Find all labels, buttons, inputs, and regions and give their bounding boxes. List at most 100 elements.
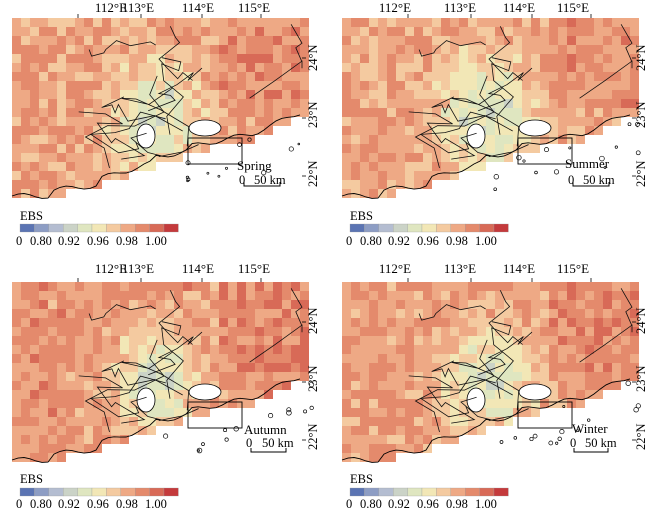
grid-cell: [84, 354, 93, 363]
grid-cell: [378, 36, 387, 45]
grid-cell: [48, 90, 57, 99]
grid-cell: [612, 354, 621, 363]
grid-cell: [531, 327, 540, 336]
grid-cell: [246, 63, 255, 72]
grid-cell: [219, 45, 228, 54]
grid-cell: [477, 63, 486, 72]
colorbar: [349, 487, 509, 497]
grid-cell: [405, 45, 414, 54]
grid-cell: [549, 45, 558, 54]
grid-cell: [111, 318, 120, 327]
grid-cell: [138, 363, 147, 372]
grid-cell: [603, 18, 612, 27]
grid-cell: [246, 72, 255, 81]
grid-cell: [30, 318, 39, 327]
grid-cell: [129, 27, 138, 36]
admin-boundary: [488, 290, 523, 345]
island: [576, 429, 580, 433]
grid-cell: [12, 27, 21, 36]
colorbar: [19, 487, 179, 497]
grid-cell: [360, 189, 369, 198]
colorbar-swatch: [19, 487, 35, 497]
grid-cell: [396, 126, 405, 135]
grid-cell: [585, 354, 594, 363]
grid-cell: [291, 54, 300, 63]
grid-cell: [273, 354, 282, 363]
island: [288, 146, 294, 152]
grid-cell: [48, 372, 57, 381]
grid-cell: [504, 45, 513, 54]
grid-cell: [549, 27, 558, 36]
grid-cell: [360, 300, 369, 309]
grid-cell: [405, 435, 414, 444]
grid-cell: [441, 81, 450, 90]
grid-cell: [396, 390, 405, 399]
grid-cell: [387, 117, 396, 126]
grid-cell: [66, 36, 75, 45]
grid-cell: [549, 336, 558, 345]
grid-cell: [228, 135, 237, 144]
grid-cell: [423, 54, 432, 63]
grid-cell: [468, 54, 477, 63]
grid-cell: [495, 318, 504, 327]
grid-cell: [102, 63, 111, 72]
grid-cell: [84, 345, 93, 354]
grid-cell: [138, 99, 147, 108]
grid-cell: [228, 27, 237, 36]
grid-cell: [165, 63, 174, 72]
grid-cell: [360, 435, 369, 444]
colorbar-swatch: [163, 223, 179, 233]
grid-cell: [378, 126, 387, 135]
grid-cell: [66, 291, 75, 300]
grid-cell: [174, 390, 183, 399]
grid-cell: [495, 54, 504, 63]
grid-cell: [450, 381, 459, 390]
grid-cell: [414, 90, 423, 99]
grid-cell: [540, 90, 549, 99]
grid-cell: [273, 381, 282, 390]
grid-cell: [450, 435, 459, 444]
grid-cell: [342, 36, 351, 45]
grid-cell: [291, 90, 300, 99]
admin-boundary: [161, 57, 184, 135]
grid-cell: [156, 291, 165, 300]
grid-cell: [57, 54, 66, 63]
grid-cell: [369, 108, 378, 117]
grid-cell: [21, 390, 30, 399]
grid-cell: [450, 153, 459, 162]
grid-cell: [84, 444, 93, 453]
grid-cell: [522, 18, 531, 27]
grid-cell: [255, 54, 264, 63]
grid-cell: [414, 363, 423, 372]
grid-cell: [612, 291, 621, 300]
grid-cell: [459, 63, 468, 72]
grid-cell: [405, 135, 414, 144]
grid-cell: [102, 300, 111, 309]
grid-cell: [459, 390, 468, 399]
grid-cell: [156, 309, 165, 318]
grid-cell: [585, 27, 594, 36]
grid-cell: [576, 108, 585, 117]
grid-cell: [30, 309, 39, 318]
grid-cell: [603, 354, 612, 363]
grid-cell: [264, 381, 273, 390]
grid-cell: [246, 90, 255, 99]
grid-cell: [567, 345, 576, 354]
grid-cell: [12, 117, 21, 126]
grid-cell: [387, 108, 396, 117]
grid-cell: [219, 318, 228, 327]
grid-cell: [66, 426, 75, 435]
grid-cell: [129, 426, 138, 435]
grid-cell: [300, 336, 309, 345]
grid-cell: [84, 144, 93, 153]
grid-cell: [342, 189, 351, 198]
grid-cell: [396, 318, 405, 327]
grid-cell: [39, 144, 48, 153]
grid-cell: [237, 72, 246, 81]
grid-cell: [255, 45, 264, 54]
grid-cell: [576, 72, 585, 81]
grid-cell: [273, 54, 282, 63]
island: [225, 166, 228, 170]
grid-cell: [39, 390, 48, 399]
grid-cell: [30, 354, 39, 363]
